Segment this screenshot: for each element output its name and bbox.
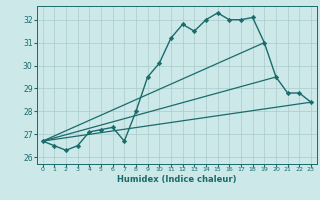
X-axis label: Humidex (Indice chaleur): Humidex (Indice chaleur) [117,175,236,184]
